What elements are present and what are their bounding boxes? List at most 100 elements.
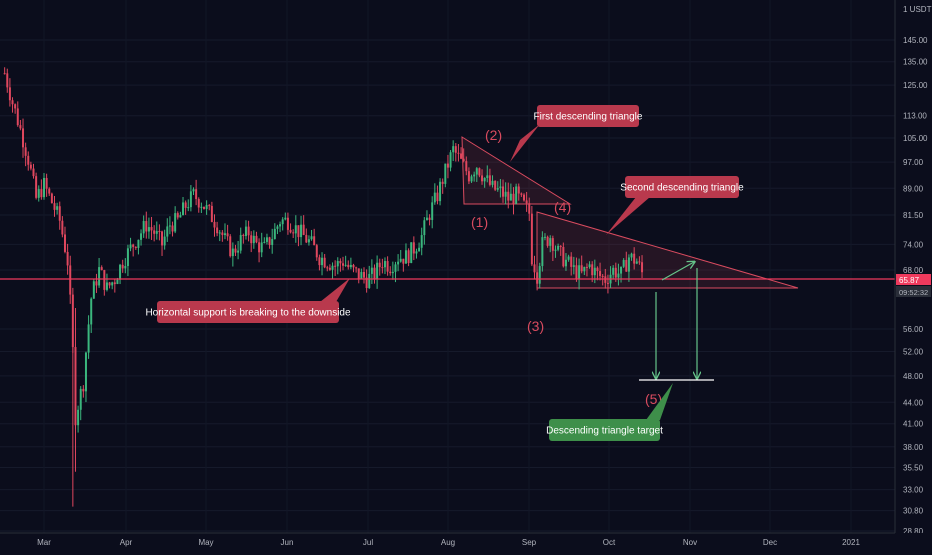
candle-body (313, 236, 316, 246)
candle-body (218, 232, 221, 234)
candle-body (16, 108, 19, 126)
candle-body (315, 245, 318, 258)
candle-body (92, 281, 95, 299)
candle-body (250, 235, 253, 244)
candle-body (559, 245, 562, 247)
time-axis[interactable] (0, 533, 932, 550)
x-tick-label: Mar (37, 538, 51, 547)
candle-body (132, 244, 135, 247)
candle-body (111, 282, 114, 286)
last-price-text: 65.87 (899, 276, 920, 285)
candle-body (557, 245, 560, 250)
candle-body (481, 175, 484, 182)
candle-body (142, 221, 145, 234)
candle-body (334, 265, 337, 267)
candle-body (179, 215, 182, 218)
candle-body (499, 186, 502, 189)
candle-body (475, 168, 478, 175)
candle-body (622, 260, 625, 267)
candle-body (292, 232, 295, 234)
candle-body (470, 176, 473, 182)
x-tick-label: 2021 (842, 538, 860, 547)
candle-body (140, 233, 143, 240)
candle-body (494, 180, 497, 190)
candle-body (381, 267, 384, 269)
candle-body (614, 267, 617, 278)
candle-body (63, 234, 66, 252)
candle-body (137, 239, 140, 248)
y-tick-label: 89.00 (903, 184, 924, 193)
candle-body (635, 261, 638, 264)
y-tick-label: 105.00 (903, 134, 928, 143)
candle-body (428, 217, 431, 220)
candle-body (355, 267, 358, 269)
candle-body (145, 221, 148, 232)
candle-body (203, 206, 205, 209)
candle-body (147, 227, 150, 232)
candle-body (402, 258, 405, 264)
wave-label-1: (1) (471, 214, 488, 230)
candle-body (349, 264, 352, 268)
candle-body (40, 189, 43, 198)
candle-body (588, 264, 591, 268)
callout-target[interactable]: Descending triangle target (546, 383, 673, 441)
candle-body (638, 261, 641, 263)
candle-body (486, 175, 489, 179)
candle-body (174, 213, 177, 232)
candle-body (116, 279, 119, 285)
candles (3, 67, 644, 507)
candle-body (129, 244, 132, 249)
candle-body (580, 265, 583, 272)
candle-body (326, 267, 329, 269)
candle-body (310, 236, 313, 240)
x-tick-label: Nov (683, 538, 697, 547)
candle-body (536, 272, 539, 284)
candle-body (192, 189, 195, 192)
y-tick-label: 52.00 (903, 348, 924, 357)
candle-body (124, 266, 127, 269)
candle-body (583, 266, 586, 272)
candle-body (342, 263, 345, 266)
candle-body (541, 237, 544, 267)
candle-body (363, 271, 365, 278)
candle-body (87, 324, 90, 353)
candle-body (625, 260, 628, 272)
y-tick-label: 56.00 (903, 325, 924, 334)
candle-body (578, 265, 581, 279)
candle-body (570, 256, 573, 267)
candle-body (523, 194, 525, 201)
callout-support[interactable]: Horizontal support is breaking to the do… (145, 278, 351, 323)
candle-body (593, 267, 596, 276)
candle-body (360, 271, 363, 279)
candle-body (567, 256, 570, 260)
candle-body (45, 177, 48, 189)
candle-body (234, 248, 237, 253)
candle-body (488, 175, 491, 185)
candle-body (273, 228, 276, 240)
candle-body (321, 257, 324, 266)
candle-body (365, 277, 368, 289)
candle-body (425, 217, 428, 221)
candle-body (436, 192, 439, 202)
candle-body (11, 100, 14, 105)
candle-body (229, 236, 232, 257)
candle-body (517, 186, 520, 194)
candle-body (79, 388, 82, 410)
candle-body (525, 200, 528, 204)
x-tick-label: May (198, 538, 213, 547)
candle-body (551, 238, 554, 251)
y-tick-label: 125.00 (903, 81, 928, 90)
y-tick-label: 74.00 (903, 240, 924, 249)
callout-first-triangle[interactable]: First descending triangle (510, 105, 643, 162)
y-tick-label: 48.00 (903, 372, 924, 381)
candle-body (347, 264, 350, 268)
candle-body (286, 217, 289, 230)
callout-second-triangle[interactable]: Second descending triangle (606, 176, 744, 235)
candle-body (103, 270, 106, 290)
candle-body (599, 271, 602, 276)
candle-body (281, 219, 284, 225)
x-axis-ticks: Mar Apr May Jun Jul Aug Sep Oct Nov Dec 2021 (37, 538, 860, 547)
candle-body (239, 235, 242, 251)
